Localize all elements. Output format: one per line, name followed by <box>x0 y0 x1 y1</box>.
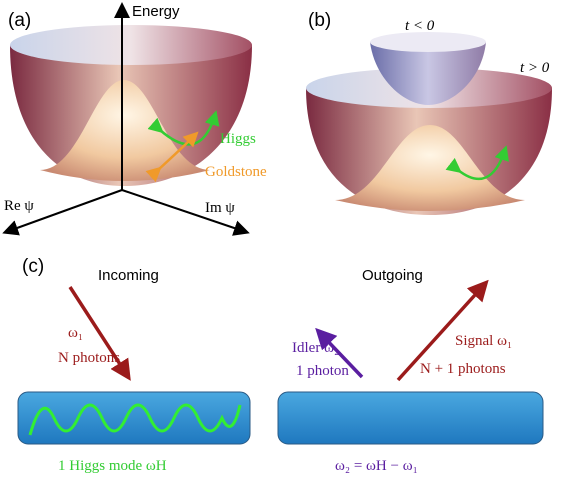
axis-label: Im ψ <box>205 200 235 216</box>
axis-label: Energy <box>132 3 180 20</box>
signal-label: Signal ω₁ <box>455 333 512 349</box>
photon-label: N + 1 photons <box>420 361 506 377</box>
heading: Incoming <box>98 267 159 284</box>
photon-label: 1 photon <box>296 363 349 379</box>
panel-label: (b) <box>308 10 331 31</box>
cone-rim <box>370 32 486 52</box>
axis-label: Re ψ <box>4 198 34 214</box>
higgs-label: Higgs <box>220 131 256 147</box>
frequency-label: ω₁ <box>68 325 83 341</box>
panel-label: (c) <box>22 256 44 277</box>
heading: Outgoing <box>362 267 423 284</box>
mode-label: 1 Higgs mode ωH <box>58 458 167 474</box>
state-label: t > 0 <box>520 60 550 76</box>
goldstone-label: Goldstone <box>205 164 267 180</box>
panel-label: (a) <box>8 10 31 31</box>
bowl-rim <box>10 25 252 65</box>
figure: (a) Energy Higgs Goldstone Re ψ Im ψ (b)… <box>0 0 563 483</box>
relation-label: ω₂ = ωH − ω₁ <box>335 458 418 474</box>
photon-label: N photons <box>58 350 120 366</box>
sample-slab <box>278 392 543 444</box>
state-label: t < 0 <box>405 18 435 34</box>
idler-label: Idler ω₂ <box>292 340 339 356</box>
